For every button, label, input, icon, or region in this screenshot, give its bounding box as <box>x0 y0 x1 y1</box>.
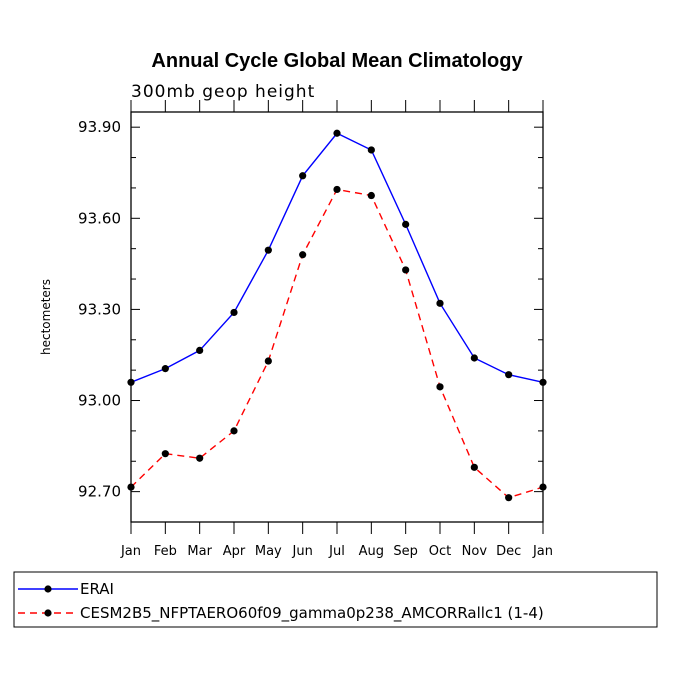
x-tick-label: Feb <box>154 544 177 559</box>
data-point <box>264 357 272 365</box>
legend-label: CESM2B5_NFPTAERO60f09_gamma0p238_AMCORRa… <box>80 604 544 623</box>
data-point <box>230 308 238 317</box>
x-tick-label: Apr <box>223 544 246 559</box>
data-point <box>161 450 169 458</box>
data-point <box>436 383 444 391</box>
x-tick-label: Aug <box>359 544 384 559</box>
data-point <box>264 246 272 254</box>
y-tick-label: 93.00 <box>78 392 121 410</box>
data-point <box>333 185 341 194</box>
data-point <box>505 494 513 502</box>
y-axis-label: hectometers <box>39 279 53 355</box>
x-tick-label: Jan <box>532 544 553 559</box>
legend-marker <box>44 609 52 617</box>
data-point <box>230 427 238 435</box>
data-point <box>333 129 341 137</box>
data-point <box>299 172 307 180</box>
data-point <box>127 483 135 491</box>
legend-box <box>13 571 658 628</box>
data-point <box>539 483 547 491</box>
legend-label: ERAI <box>80 580 114 598</box>
data-point <box>196 454 204 462</box>
data-point <box>127 378 135 386</box>
data-point <box>402 220 410 228</box>
data-point <box>299 251 307 259</box>
data-point <box>196 346 204 355</box>
x-tick-label: Oct <box>429 544 451 559</box>
data-point <box>505 371 513 379</box>
data-point <box>470 354 478 362</box>
x-tick-label: May <box>255 544 282 559</box>
data-point <box>539 378 547 386</box>
chart-subtitle: 300mb geop height <box>131 82 315 102</box>
x-tick-label: Nov <box>462 544 488 559</box>
chart-title: Annual Cycle Global Mean Climatology <box>151 50 523 72</box>
data-point <box>470 463 478 471</box>
plot-frame <box>130 111 544 523</box>
data-point <box>367 146 375 154</box>
data-point <box>436 299 444 307</box>
legend-marker <box>44 585 52 593</box>
y-tick-label: 93.30 <box>78 300 121 318</box>
x-tick-label: Sep <box>393 544 418 559</box>
series-line-erai <box>130 132 544 383</box>
y-tick-label: 92.70 <box>78 483 121 501</box>
x-tick-label: Dec <box>496 544 521 559</box>
y-tick-label: 93.60 <box>78 209 121 227</box>
x-tick-label: Jul <box>328 544 345 559</box>
y-tick-label: 93.90 <box>78 118 121 136</box>
data-point <box>402 266 410 274</box>
x-tick-label: Jun <box>292 544 313 559</box>
data-point <box>367 191 375 200</box>
x-tick-label: Mar <box>187 544 212 559</box>
x-tick-label: Jan <box>120 544 141 559</box>
data-point <box>161 365 169 373</box>
series-line-cesm <box>130 188 544 499</box>
